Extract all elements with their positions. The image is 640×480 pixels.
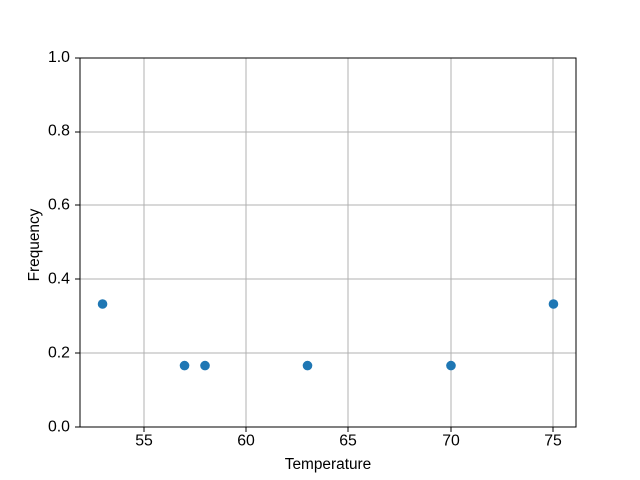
svg-text:0.4: 0.4 <box>48 271 70 288</box>
svg-text:0.2: 0.2 <box>48 345 70 362</box>
svg-text:0.6: 0.6 <box>48 197 70 214</box>
svg-text:60: 60 <box>237 433 255 450</box>
svg-text:70: 70 <box>442 433 460 450</box>
svg-text:65: 65 <box>339 433 357 450</box>
svg-text:55: 55 <box>135 433 153 450</box>
svg-text:1.0: 1.0 <box>48 49 70 66</box>
svg-text:Temperature: Temperature <box>285 456 372 473</box>
svg-text:0.0: 0.0 <box>48 419 70 436</box>
svg-text:0.8: 0.8 <box>48 123 70 140</box>
svg-text:75: 75 <box>544 433 562 450</box>
svg-text:Frequency: Frequency <box>26 208 43 281</box>
